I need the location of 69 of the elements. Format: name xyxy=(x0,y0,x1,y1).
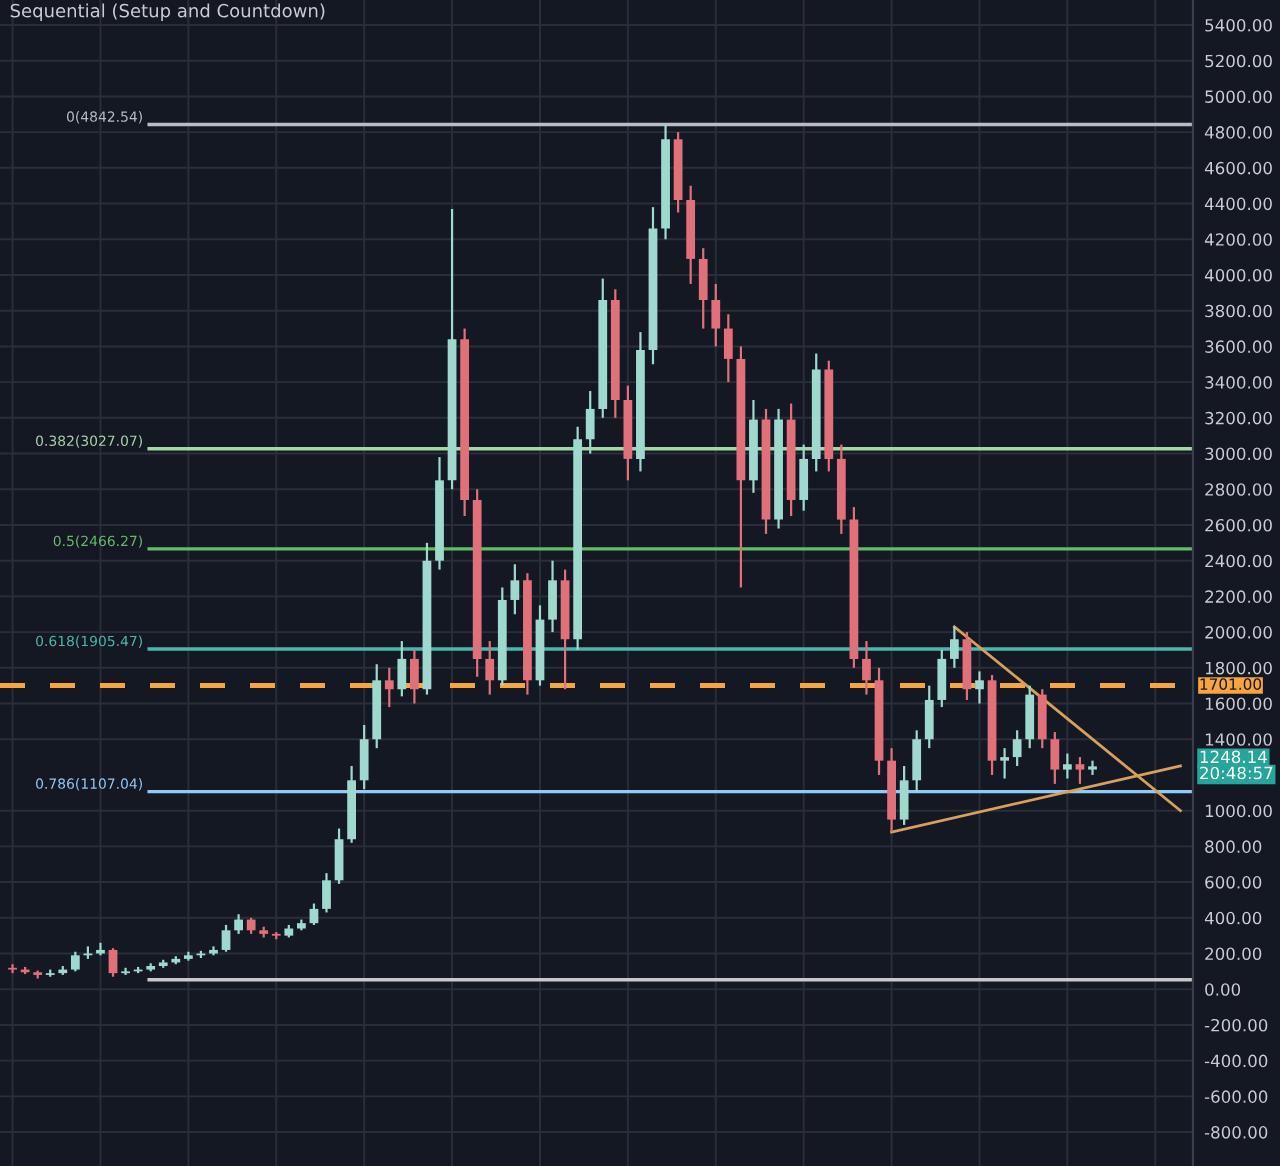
y-tick-label: 5400.00 xyxy=(1205,18,1272,32)
candlestick xyxy=(924,684,934,750)
candlestick xyxy=(397,639,407,698)
candlestick xyxy=(975,670,984,705)
candlestick xyxy=(1050,730,1060,785)
y-tick-label: 1000.00 xyxy=(1205,804,1272,818)
candlestick xyxy=(698,247,708,330)
candlestick xyxy=(334,827,344,885)
candlestick xyxy=(70,950,80,973)
y-tick-label: 3400.00 xyxy=(1205,376,1272,389)
candlestick xyxy=(711,282,721,348)
candlestick xyxy=(384,666,394,709)
y-tick-label: 0.00 xyxy=(1205,983,1241,996)
candlestick xyxy=(108,947,118,978)
y-tick-label: 3200.00 xyxy=(1205,411,1272,425)
chart-title: Sequential (Setup and Countdown) xyxy=(10,3,325,21)
candlestick xyxy=(8,963,17,975)
y-tick-label: 2000.00 xyxy=(1205,626,1272,639)
candlestick xyxy=(912,729,922,794)
text: 20:48:57 xyxy=(1200,766,1273,780)
candlestick xyxy=(585,389,595,455)
y-tick-label: 400.00 xyxy=(1204,911,1262,925)
y-tick-label: 1600.00 xyxy=(1205,697,1272,711)
candlestick xyxy=(723,313,733,384)
candlestick xyxy=(1000,747,1009,780)
candlestick xyxy=(1037,688,1047,750)
candlestick xyxy=(862,639,871,696)
y-tick-label: 4800.00 xyxy=(1204,126,1272,139)
candlestick xyxy=(485,639,495,696)
y-tick-label: 2400.00 xyxy=(1205,554,1272,568)
y-tick-label: 1800.00 xyxy=(1205,661,1272,675)
candlestick xyxy=(359,723,369,791)
y-tick-label: 800.00 xyxy=(1205,840,1262,853)
y-tick-label: 2600.00 xyxy=(1205,518,1272,532)
candlestick xyxy=(1088,759,1097,777)
y-tick-label: -400.00 xyxy=(1204,1054,1268,1068)
y-tick-label: 600.00 xyxy=(1205,876,1262,889)
text: 1248.14 xyxy=(1200,750,1267,764)
candlestick xyxy=(548,559,557,634)
y-tick-label: 4600.00 xyxy=(1204,161,1272,175)
candlestick xyxy=(1062,752,1072,780)
y-tick-label: 5200.00 xyxy=(1205,54,1272,68)
candlestick xyxy=(121,966,130,977)
y-tick-label: 4200.00 xyxy=(1204,233,1272,246)
candlestick xyxy=(234,913,243,935)
y-tick-label: 5000.00 xyxy=(1205,90,1272,103)
y-tick-label: 4400.00 xyxy=(1204,197,1272,211)
candlestick xyxy=(799,443,809,512)
y-tick-label: 3600.00 xyxy=(1205,340,1272,353)
candlestick xyxy=(899,764,909,827)
y-tick-label: -600.00 xyxy=(1204,1090,1268,1103)
y-tick-label: -200.00 xyxy=(1204,1018,1268,1032)
y-tick-label: 3000.00 xyxy=(1205,447,1272,461)
candlestick xyxy=(1012,729,1022,768)
candlestick xyxy=(937,648,947,709)
candlestick xyxy=(1075,755,1085,785)
y-tick-label: 2800.00 xyxy=(1205,483,1272,496)
y-tick-label: -800.00 xyxy=(1204,1126,1268,1139)
candlestick xyxy=(1025,684,1035,750)
candlestick xyxy=(410,648,419,705)
candlestick xyxy=(949,625,959,669)
candlestick xyxy=(221,923,231,953)
candlestick xyxy=(322,872,331,914)
y-tick-label: 200.00 xyxy=(1205,947,1262,961)
y-tick-label: 4000.00 xyxy=(1204,268,1272,282)
candlestick xyxy=(510,563,520,616)
y-tick-label: 3800.00 xyxy=(1205,304,1272,318)
y-tick-label: 2200.00 xyxy=(1205,590,1272,603)
y-tick-label: 1400.00 xyxy=(1205,733,1272,746)
